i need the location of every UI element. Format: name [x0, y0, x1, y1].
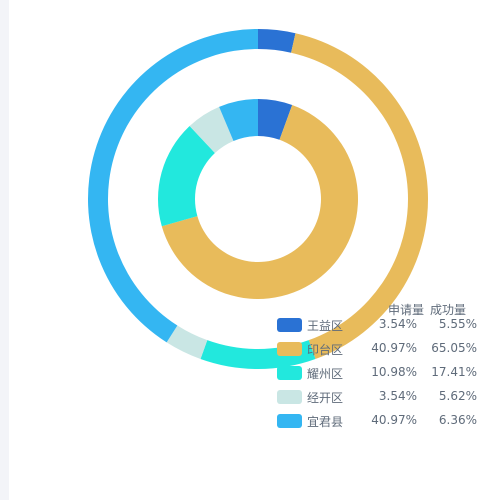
- outer-slice-0[interactable]: [258, 29, 296, 53]
- legend-success-value: 17.41%: [431, 365, 477, 379]
- legend-apply-value: 3.54%: [378, 317, 417, 331]
- legend-apply-value: 40.97%: [371, 341, 417, 355]
- inner-slice-2[interactable]: [158, 126, 215, 227]
- legend-header-success: 成功量: [430, 303, 467, 317]
- legend-row[interactable]: 印台区 40.97% 65.05%: [277, 341, 497, 365]
- legend-rows: 王益区 3.54% 5.55% 印台区 40.97% 65.05% 耀州区 10.98% 17.…: [277, 317, 497, 437]
- outer-slice-1[interactable]: [291, 33, 429, 359]
- inner-ring: [158, 99, 358, 300]
- legend-row[interactable]: 宜君县 40.97% 6.36%: [277, 413, 497, 437]
- legend-success-value: 65.05%: [431, 341, 477, 355]
- legend-category-label: 王益区: [307, 319, 344, 333]
- legend-swatch: [277, 390, 302, 404]
- legend-header: 申请量 成功量: [277, 301, 497, 317]
- chart-legend: 申请量 成功量 王益区 3.54% 5.55% 印台区 40.97% 65.05% 耀州区 1…: [277, 301, 497, 437]
- legend-swatch: [277, 366, 302, 380]
- legend-row[interactable]: 耀州区 10.98% 17.41%: [277, 365, 497, 389]
- inner-slice-0[interactable]: [258, 99, 293, 140]
- legend-apply-value: 3.54%: [378, 389, 417, 403]
- outer-slice-4[interactable]: [87, 29, 259, 343]
- legend-success-value: 6.36%: [438, 413, 477, 427]
- legend-row[interactable]: 经开区 3.54% 5.62%: [277, 389, 497, 413]
- legend-swatch: [277, 414, 302, 428]
- legend-row[interactable]: 王益区 3.54% 5.55%: [277, 317, 497, 341]
- legend-apply-value: 10.98%: [371, 365, 417, 379]
- legend-category-label: 宜君县: [307, 415, 344, 429]
- outer-slice-3[interactable]: [166, 325, 208, 359]
- legend-success-value: 5.62%: [438, 389, 477, 403]
- inner-slice-1[interactable]: [161, 105, 358, 300]
- legend-swatch: [277, 318, 302, 332]
- legend-category-label: 经开区: [307, 391, 344, 405]
- legend-success-value: 5.55%: [438, 317, 477, 331]
- legend-apply-value: 40.97%: [371, 413, 417, 427]
- outer-ring: [87, 29, 429, 369]
- legend-category-label: 耀州区: [307, 367, 344, 381]
- left-panel-strip: [0, 0, 9, 500]
- inner-slice-4[interactable]: [219, 99, 258, 141]
- legend-header-apply: 申请量: [388, 303, 425, 317]
- inner-slice-3[interactable]: [189, 106, 234, 154]
- legend-swatch: [277, 342, 302, 356]
- legend-category-label: 印台区: [307, 343, 344, 357]
